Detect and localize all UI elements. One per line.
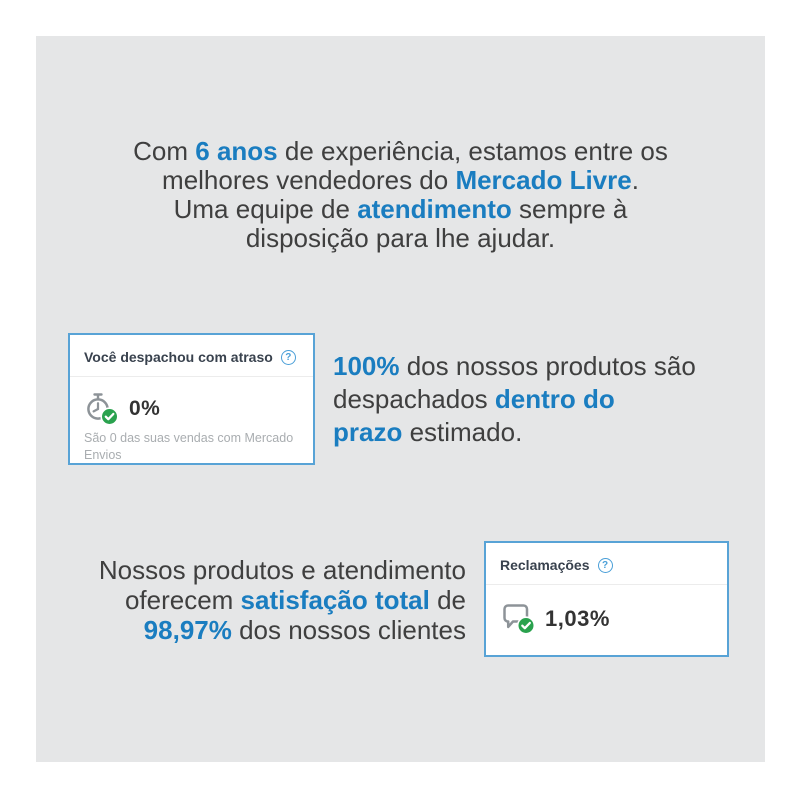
intro-paragraph: Com 6 anos de experiência, estamos entre… <box>36 137 765 253</box>
check-badge-icon <box>100 407 119 426</box>
shipping-card-header: Você despachou com atraso ? <box>70 335 313 377</box>
shipping-on-time-card: Você despachou com atraso ? 0% São 0 das… <box>68 333 315 465</box>
text-segment: Com <box>133 136 196 166</box>
text-segment: Uma equipe de <box>173 194 358 224</box>
text-segment: oferecem <box>124 585 241 615</box>
text-segment: sempre à <box>511 194 628 224</box>
text-segment: Nossos produtos e atendimento <box>98 555 466 585</box>
question-circle-icon[interactable]: ? <box>280 350 296 365</box>
shipping-card-title: Você despachou com atraso <box>84 349 273 365</box>
question-circle-icon[interactable]: ? <box>597 558 613 573</box>
claims-percentage: 1,03% <box>545 605 610 631</box>
shipping-card-body: 0% <box>70 377 313 426</box>
text-segment: melhores vendedores do <box>162 165 456 195</box>
highlight-dentro-do: dentro do <box>494 384 615 414</box>
shipping-card-caption: São 0 das suas vendas com Mercado Envios <box>84 431 294 462</box>
claims-card-body: 1,03% <box>486 585 727 636</box>
mid-line-2: despachados dentro do <box>333 383 696 416</box>
highlight-atendimento: atendimento <box>357 194 512 224</box>
satisfaction-text: Nossos produtos e atendimento oferecem s… <box>36 555 466 645</box>
stopwatch-icon <box>84 391 120 426</box>
text-segment: dos nossos clientes <box>231 615 466 645</box>
intro-line-1: Com 6 anos de experiência, estamos entre… <box>36 137 765 166</box>
check-badge-icon <box>516 616 536 635</box>
highlight-98-97-percent: 98,97% <box>143 615 232 645</box>
bottom-line-2: oferecem satisfação total de <box>36 585 466 615</box>
highlight-prazo: prazo <box>333 417 403 447</box>
bottom-line-1: Nossos produtos e atendimento <box>36 555 466 585</box>
claims-card-header: Reclamações ? <box>486 543 727 585</box>
text-segment: de <box>429 585 466 615</box>
intro-line-2: melhores vendedores do Mercado Livre. <box>36 166 765 195</box>
highlight-100-percent: 100% <box>333 351 400 381</box>
intro-line-3: Uma equipe de atendimento sempre à <box>36 195 765 224</box>
claims-card: Reclamações ? 1,03% <box>484 541 729 657</box>
text-segment: dos nossos produtos são <box>399 351 696 381</box>
speech-bubble-icon <box>500 601 536 636</box>
highlight-satisfacao-total: satisfação total <box>240 585 430 615</box>
highlight-6-anos: 6 anos <box>195 136 278 166</box>
mid-line-3: prazo estimado. <box>333 416 696 449</box>
claims-card-title: Reclamações <box>500 557 590 573</box>
bottom-line-3: 98,97% dos nossos clientes <box>36 615 466 645</box>
text-segment: estimado. <box>402 417 523 447</box>
text-segment: despachados <box>333 384 495 414</box>
intro-line-4: disposição para lhe ajudar. <box>36 224 765 253</box>
highlight-mercado-livre: Mercado Livre <box>455 165 632 195</box>
text-segment: disposição para lhe ajudar. <box>245 223 556 253</box>
on-time-shipping-text: 100% dos nossos produtos são despachados… <box>333 350 696 449</box>
text-segment: . <box>631 165 639 195</box>
text-segment: de experiência, estamos entre os <box>277 136 668 166</box>
shipping-late-percentage: 0% <box>129 396 161 420</box>
mid-line-1: 100% dos nossos produtos são <box>333 350 696 383</box>
